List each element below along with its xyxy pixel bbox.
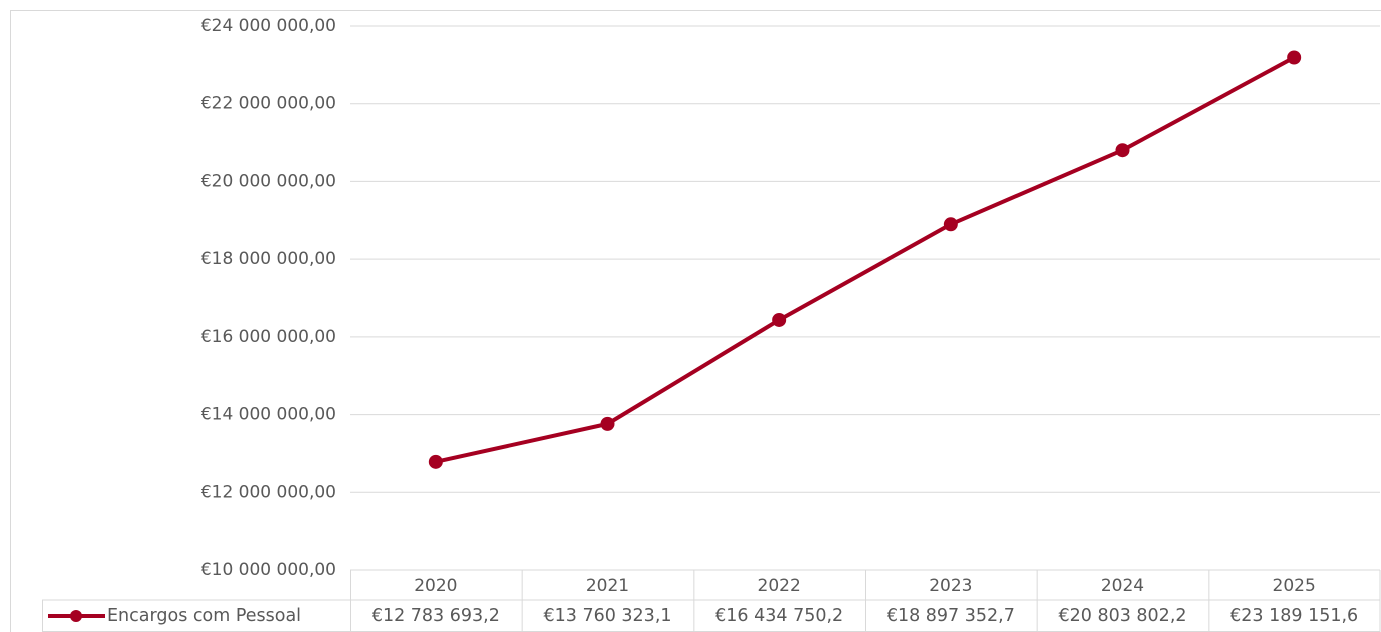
data-point [1287, 50, 1302, 65]
y-tick-label: €10 000 000,00 [201, 560, 336, 580]
data-point [943, 217, 958, 232]
x-tick-label: 2024 [1101, 576, 1144, 596]
y-tick-label: €12 000 000,00 [201, 482, 336, 502]
x-tick-label: 2022 [758, 576, 801, 596]
table-value: €18 897 352,7 [887, 606, 1015, 626]
y-tick-label: €22 000 000,00 [201, 94, 336, 114]
x-tick-label: 2021 [586, 576, 629, 596]
table-value: €23 189 151,6 [1230, 606, 1358, 626]
chart-border [10, 10, 1381, 632]
x-tick-label: 2020 [414, 576, 457, 596]
x-tick-label: 2023 [929, 576, 972, 596]
data-point [772, 312, 787, 327]
y-tick-label: €16 000 000,00 [201, 327, 336, 347]
table-value: €16 434 750,2 [715, 606, 843, 626]
table-value: €12 783 693,2 [372, 606, 500, 626]
data-point [428, 454, 443, 469]
y-tick-label: €20 000 000,00 [201, 171, 336, 191]
data-point [1115, 143, 1130, 158]
legend-label: Encargos com Pessoal [107, 606, 301, 626]
data-point [600, 416, 615, 431]
y-tick-label: €14 000 000,00 [201, 405, 336, 425]
x-tick-label: 2025 [1273, 576, 1316, 596]
y-tick-label: €18 000 000,00 [201, 249, 336, 269]
table-value: €20 803 802,2 [1058, 606, 1186, 626]
series-line [435, 55, 1296, 464]
y-tick-label: €24 000 000,00 [201, 16, 336, 36]
table-value: €13 760 323,1 [543, 606, 671, 626]
legend-marker [70, 610, 82, 622]
